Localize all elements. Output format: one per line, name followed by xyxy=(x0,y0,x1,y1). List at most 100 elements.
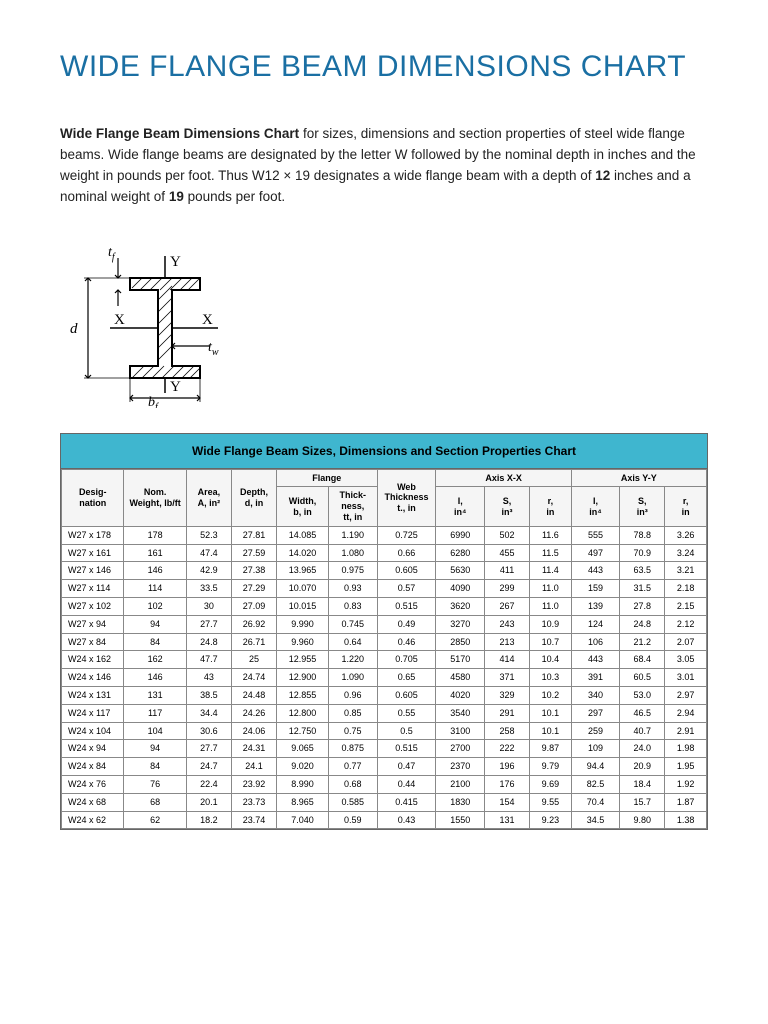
table-cell: 8.965 xyxy=(277,793,329,811)
table-cell: 10.015 xyxy=(277,598,329,616)
table-cell: 94.4 xyxy=(571,758,620,776)
intro-paragraph: Wide Flange Beam Dimensions Chart for si… xyxy=(60,124,708,208)
table-cell: W24 x 162 xyxy=(62,651,124,669)
table-cell: 10.9 xyxy=(530,615,572,633)
table-row: W27 x 14614642.927.3813.9650.9750.605563… xyxy=(62,562,707,580)
table-cell: 0.415 xyxy=(377,793,436,811)
table-cell: W27 x 161 xyxy=(62,544,124,562)
table-cell: 443 xyxy=(571,651,620,669)
table-cell: 23.73 xyxy=(231,793,276,811)
table-row: W24 x 949427.724.319.0650.8750.515270022… xyxy=(62,740,707,758)
table-cell: 2850 xyxy=(436,633,485,651)
table-row: W24 x 848424.724.19.0200.770.4723701969.… xyxy=(62,758,707,776)
table-cell: 11.5 xyxy=(530,544,572,562)
table-cell: 2.91 xyxy=(665,722,707,740)
table-cell: 9.55 xyxy=(530,793,572,811)
table-row: W24 x 767622.423.928.9900.680.4421001769… xyxy=(62,776,707,794)
table-cell: 2370 xyxy=(436,758,485,776)
table-cell: 27.29 xyxy=(231,580,276,598)
table-cell: 27.81 xyxy=(231,526,276,544)
table-cell: 1.92 xyxy=(665,776,707,794)
table-cell: 176 xyxy=(485,776,530,794)
table-cell: 161 xyxy=(124,544,186,562)
table-cell: 117 xyxy=(124,704,186,722)
table-cell: 10.2 xyxy=(530,687,572,705)
table-cell: 502 xyxy=(485,526,530,544)
table-cell: 82.5 xyxy=(571,776,620,794)
table-cell: 1.87 xyxy=(665,793,707,811)
table-cell: 43 xyxy=(186,669,231,687)
table-cell: 0.85 xyxy=(329,704,378,722)
table-cell: 34.5 xyxy=(571,811,620,829)
table-cell: 22.4 xyxy=(186,776,231,794)
table-cell: 0.68 xyxy=(329,776,378,794)
table-cell: 9.065 xyxy=(277,740,329,758)
label-bf: bf xyxy=(148,395,159,408)
table-cell: 52.3 xyxy=(186,526,231,544)
table-cell: 70.4 xyxy=(571,793,620,811)
table-cell: W27 x 114 xyxy=(62,580,124,598)
label-X-left: X xyxy=(114,312,125,328)
table-cell: 9.020 xyxy=(277,758,329,776)
intro-bold-lead: Wide Flange Beam Dimensions Chart xyxy=(60,126,299,141)
table-cell: 258 xyxy=(485,722,530,740)
table-cell: 0.515 xyxy=(377,598,436,616)
table-cell: 46.5 xyxy=(620,704,665,722)
table-cell: 10.4 xyxy=(530,651,572,669)
table-cell: 340 xyxy=(571,687,620,705)
table-cell: 38.5 xyxy=(186,687,231,705)
table-cell: 24.8 xyxy=(186,633,231,651)
table-cell: 104 xyxy=(124,722,186,740)
table-cell: 0.605 xyxy=(377,687,436,705)
table-cell: 78.8 xyxy=(620,526,665,544)
table-cell: 109 xyxy=(571,740,620,758)
table-cell: 1.38 xyxy=(665,811,707,829)
table-cell: 0.64 xyxy=(329,633,378,651)
table-cell: 391 xyxy=(571,669,620,687)
table-cell: 497 xyxy=(571,544,620,562)
table-cell: 0.83 xyxy=(329,598,378,616)
table-cell: 0.585 xyxy=(329,793,378,811)
table-cell: 102 xyxy=(124,598,186,616)
table-cell: 2.18 xyxy=(665,580,707,598)
table-cell: 11.0 xyxy=(530,580,572,598)
table-cell: 21.2 xyxy=(620,633,665,651)
table-cell: 0.725 xyxy=(377,526,436,544)
table-cell: 0.77 xyxy=(329,758,378,776)
table-cell: 20.9 xyxy=(620,758,665,776)
table-cell: 196 xyxy=(485,758,530,776)
table-row: W24 x 686820.123.738.9650.5850.415183015… xyxy=(62,793,707,811)
table-cell: 222 xyxy=(485,740,530,758)
table-cell: 2.07 xyxy=(665,633,707,651)
table-cell: 24.0 xyxy=(620,740,665,758)
label-Y-top: Y xyxy=(170,254,181,270)
table-cell: 30 xyxy=(186,598,231,616)
table-row: W24 x 16216247.72512.9551.2200.705517041… xyxy=(62,651,707,669)
table-cell: 62 xyxy=(124,811,186,829)
table-cell: W27 x 94 xyxy=(62,615,124,633)
table-cell: 27.38 xyxy=(231,562,276,580)
table-cell: 4580 xyxy=(436,669,485,687)
table-cell: 94 xyxy=(124,740,186,758)
table-cell: 154 xyxy=(485,793,530,811)
table-cell: 178 xyxy=(124,526,186,544)
table-cell: 5630 xyxy=(436,562,485,580)
table-cell: 1.95 xyxy=(665,758,707,776)
table-cell: 63.5 xyxy=(620,562,665,580)
beam-diagram: Y Y X X tf d tw xyxy=(60,238,708,408)
table-cell: W27 x 84 xyxy=(62,633,124,651)
table-cell: 0.75 xyxy=(329,722,378,740)
table-cell: 162 xyxy=(124,651,186,669)
table-cell: W24 x 62 xyxy=(62,811,124,829)
col-nom-weight: Nom.Weight, lb/ft xyxy=(124,469,186,526)
table-cell: 0.59 xyxy=(329,811,378,829)
table-cell: 53.0 xyxy=(620,687,665,705)
table-cell: 2.94 xyxy=(665,704,707,722)
table-cell: 25 xyxy=(231,651,276,669)
table-cell: 3.05 xyxy=(665,651,707,669)
table-cell: 70.9 xyxy=(620,544,665,562)
table-row: W27 x 16116147.427.5914.0201.0800.666280… xyxy=(62,544,707,562)
table-cell: 27.7 xyxy=(186,740,231,758)
table-cell: 27.8 xyxy=(620,598,665,616)
table-cell: 371 xyxy=(485,669,530,687)
